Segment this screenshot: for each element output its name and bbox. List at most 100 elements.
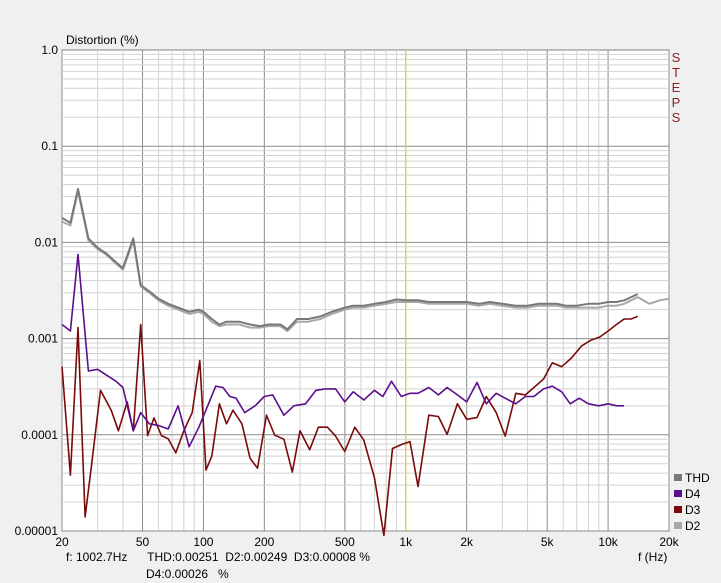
- data-point-thd: [466, 301, 468, 303]
- data-point-thd: [417, 299, 419, 301]
- data-point-d2: [331, 313, 333, 315]
- data-point-d4: [188, 446, 190, 448]
- data-point-thd: [515, 305, 517, 307]
- series-line-d2: [61, 190, 670, 332]
- data-point-d3: [504, 435, 506, 437]
- data-point-d3: [110, 409, 112, 411]
- data-point-thd: [616, 301, 618, 303]
- data-point-d4: [140, 412, 142, 414]
- data-point-thd: [537, 303, 539, 305]
- data-point-d2: [441, 303, 443, 305]
- grid-layer: [61, 50, 670, 532]
- steps-letter: S: [672, 50, 681, 65]
- data-point-d2: [616, 305, 618, 307]
- data-point-thd: [211, 318, 213, 320]
- data-point-d4: [417, 392, 419, 394]
- data-point-d4: [578, 397, 580, 399]
- data-point-d2: [466, 303, 468, 305]
- data-point-d2: [396, 301, 398, 303]
- data-point-thd: [70, 222, 72, 224]
- data-point-d4: [77, 254, 79, 256]
- readout-line-2: D4:0.00026 %: [146, 567, 229, 581]
- data-point-d2: [565, 307, 567, 309]
- y-tick-label: 0.0001: [21, 428, 58, 442]
- data-point-d3: [335, 435, 337, 437]
- x-tick-label: 2k: [460, 535, 474, 549]
- data-point-d3: [167, 438, 169, 440]
- data-point-d4: [115, 380, 117, 382]
- data-point-thd: [122, 267, 124, 269]
- data-point-d3: [147, 435, 149, 437]
- data-point-thd: [287, 328, 289, 330]
- data-point-d3: [153, 417, 155, 419]
- data-point-thd: [249, 324, 251, 326]
- data-point-d3: [249, 457, 251, 459]
- data-point-d4: [525, 396, 527, 398]
- data-point-d3: [191, 412, 193, 414]
- data-point-d3: [70, 474, 72, 476]
- data-point-thd: [630, 296, 632, 298]
- data-point-thd: [226, 321, 228, 323]
- data-point-d3: [299, 430, 301, 432]
- data-point-thd: [97, 247, 99, 249]
- data-point-d2: [546, 305, 548, 307]
- data-point-d4: [382, 396, 384, 398]
- data-point-thd: [320, 316, 322, 318]
- data-point-d2: [537, 305, 539, 307]
- data-point-d2: [489, 303, 491, 305]
- data-point-d3: [161, 435, 163, 437]
- data-point-d4: [476, 382, 478, 384]
- data-point-thd: [296, 318, 298, 320]
- x-axis-label: f (Hz): [638, 550, 667, 564]
- data-point-thd: [167, 303, 169, 305]
- data-point-d2: [556, 305, 558, 307]
- data-point-thd: [344, 307, 346, 309]
- data-point-d3: [344, 451, 346, 453]
- data-point-d4: [428, 387, 430, 389]
- data-point-d4: [598, 405, 600, 407]
- steps-letter: P: [672, 95, 681, 110]
- data-point-d2: [659, 299, 661, 301]
- data-point-d2: [177, 309, 179, 311]
- data-point-d2: [668, 298, 670, 300]
- data-point-d4: [533, 396, 535, 398]
- x-tick-label: 20k: [659, 535, 679, 549]
- legend-swatch-thd: [674, 474, 682, 481]
- y-tick-label: 0.01: [35, 235, 59, 249]
- data-point-d4: [198, 426, 200, 428]
- data-point-d2: [363, 307, 365, 309]
- data-point-d4: [122, 387, 124, 389]
- data-point-d3: [226, 423, 228, 425]
- data-point-thd: [331, 311, 333, 313]
- steps-letter: E: [672, 80, 681, 95]
- data-point-d4: [97, 368, 99, 370]
- data-point-d3: [219, 403, 221, 405]
- data-point-d4: [335, 388, 337, 390]
- data-point-thd: [132, 238, 134, 240]
- data-point-d4: [61, 324, 63, 326]
- data-point-d3: [466, 418, 468, 420]
- legend-label-d4: D4: [685, 487, 701, 501]
- data-point-d3: [318, 426, 320, 428]
- data-point-d4: [293, 405, 295, 407]
- data-point-d3: [400, 444, 402, 446]
- data-point-d3: [100, 389, 102, 391]
- data-point-d2: [637, 296, 639, 298]
- data-point-d4: [400, 396, 402, 398]
- data-point-d2: [501, 305, 503, 307]
- legend-swatch-d3: [674, 506, 682, 513]
- data-point-d3: [266, 414, 268, 416]
- data-point-d3: [232, 409, 234, 411]
- data-point-d3: [525, 394, 527, 396]
- data-point-d4: [616, 405, 618, 407]
- data-point-d4: [207, 405, 209, 407]
- data-point-thd: [115, 262, 117, 264]
- data-point-d4: [623, 405, 625, 407]
- data-point-thd: [623, 299, 625, 301]
- data-point-d2: [527, 307, 529, 309]
- data-point-d3: [274, 434, 276, 436]
- steps-letter: T: [672, 65, 680, 80]
- data-point-d2: [70, 225, 72, 227]
- data-point-d4: [391, 380, 393, 382]
- data-point-d3: [409, 441, 411, 443]
